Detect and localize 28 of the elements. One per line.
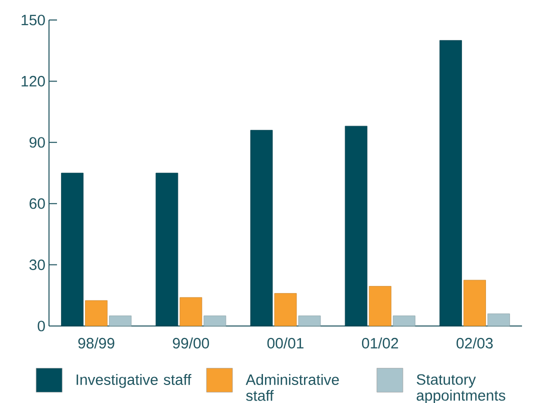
bar [344,126,368,326]
x-tick-label: 00/01 [267,338,304,348]
bar [298,316,321,326]
y-tick-label: 120 [22,76,45,86]
y-tick-label: 60 [30,198,45,209]
x-tick-label: 98/99 [78,338,114,348]
bar [156,172,178,326]
bar [440,40,462,326]
bar [61,172,84,326]
bar [392,316,416,326]
y-tick-label: 150 [22,14,45,26]
x-tick-label: 99/00 [172,338,210,348]
bar [85,300,108,326]
bar [204,316,226,326]
y-tick-label: 0 [38,320,45,332]
bar [368,286,392,326]
bar [488,314,510,326]
bar [250,130,273,326]
bar [274,293,297,326]
x-tick-label: 02/03 [456,338,493,348]
x-tick-label: 01/02 [362,338,398,348]
legend-label: Investigative staff [76,374,192,388]
legend-label: Administrative staff [246,374,339,401]
bar [180,297,202,326]
y-tick-label: 30 [29,260,45,270]
y-tick-label: 90 [30,137,45,148]
bar [464,280,486,326]
bar [109,316,132,326]
